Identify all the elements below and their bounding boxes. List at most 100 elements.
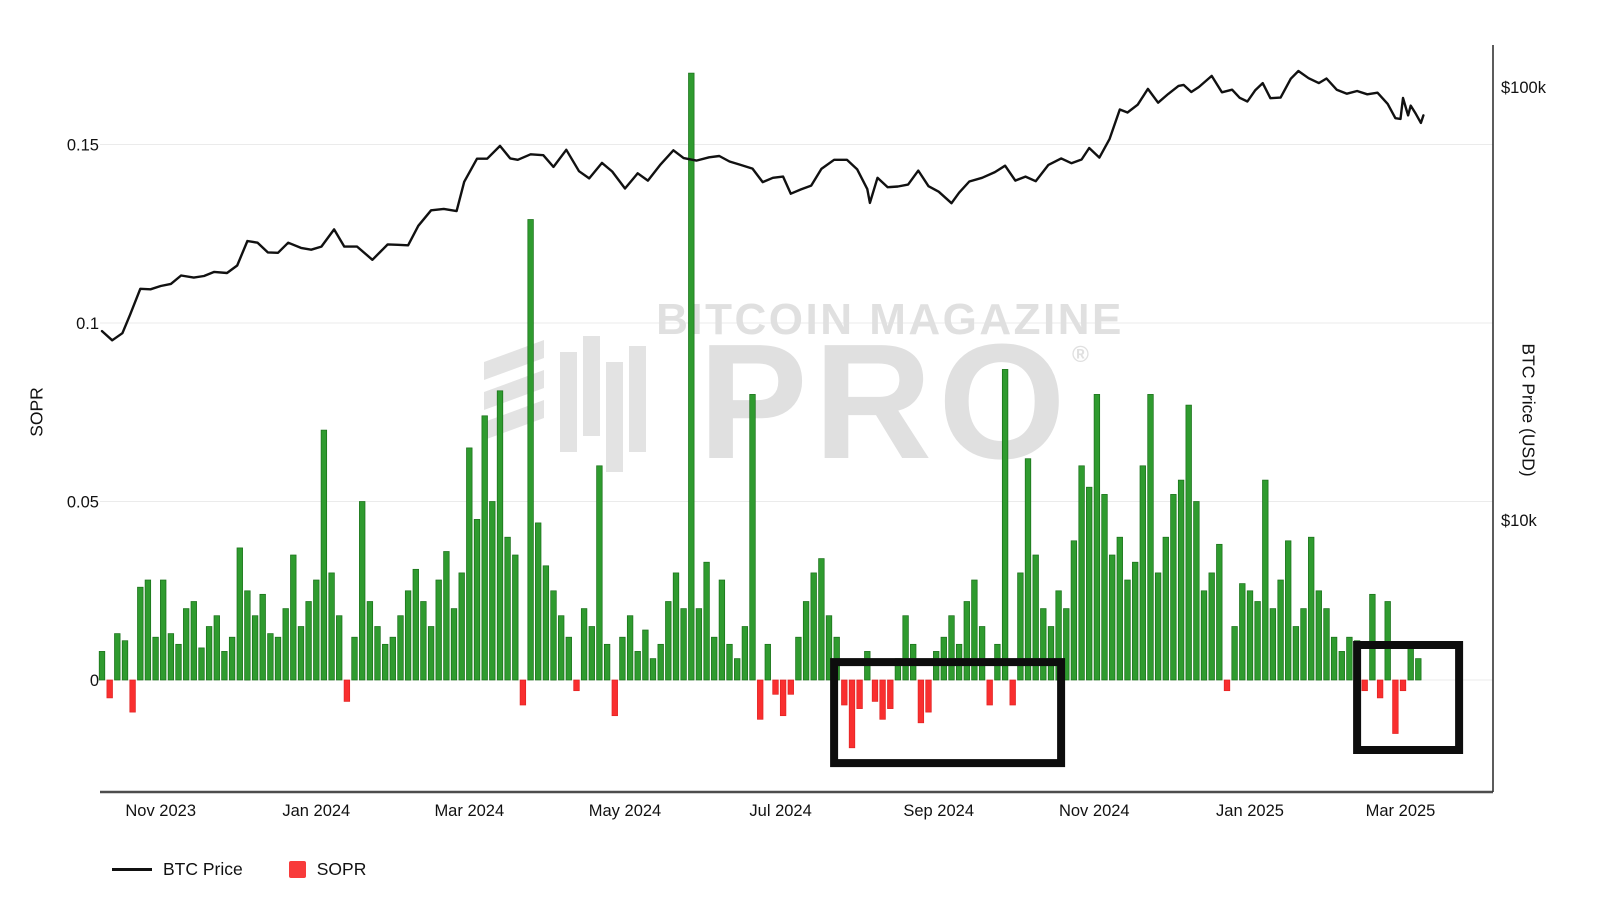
sopr-bar-positive — [397, 615, 404, 681]
x-tick-label: Mar 2024 — [434, 802, 504, 820]
sopr-bar-positive — [221, 651, 228, 681]
sopr-bar-positive — [818, 558, 825, 681]
sopr-bar-positive — [427, 626, 435, 681]
x-tick-label: Jul 2024 — [749, 802, 811, 820]
watermark: BITCOIN MAGAZINE PRO ® — [484, 295, 1124, 493]
sopr-bar-negative — [757, 679, 764, 720]
sopr-bar-positive — [1193, 501, 1200, 681]
sopr-bar-positive — [313, 579, 320, 681]
sopr-bar-positive — [802, 601, 810, 681]
sopr-bar-negative — [841, 679, 848, 706]
sopr-bar-positive — [718, 579, 726, 681]
sopr-bar-positive — [160, 579, 167, 681]
legend-item-sopr[interactable]: SOPR — [288, 859, 366, 880]
sopr-bar-negative — [1399, 679, 1407, 692]
sopr-bar-positive — [726, 643, 733, 681]
sopr-bar-positive — [175, 643, 182, 681]
sopr-bar-positive — [466, 447, 473, 681]
sopr-bar-positive — [236, 547, 243, 681]
sopr-bar-positive — [1017, 572, 1024, 681]
sopr-bar-negative — [848, 679, 856, 749]
sopr-bar-positive — [473, 519, 481, 681]
legend-item-btc-price[interactable]: BTC Price — [112, 859, 243, 880]
sopr-bar-positive — [297, 626, 305, 681]
sopr-bar-positive — [267, 633, 274, 681]
sopr-bar-positive — [672, 572, 680, 681]
right-axis-title: BTC Price (USD) — [1518, 343, 1539, 477]
sopr-bar-positive — [320, 429, 328, 681]
sopr-bar-positive — [795, 636, 802, 681]
sopr-bar-positive — [183, 608, 190, 681]
x-tick-label: Jan 2025 — [1216, 802, 1284, 820]
sopr-bar-positive — [359, 501, 366, 681]
sopr-bar-negative — [925, 679, 932, 713]
sopr-bar-positive — [1162, 536, 1169, 681]
sopr-bar-positive — [1086, 486, 1093, 681]
sopr-bar-positive — [1216, 543, 1223, 681]
sopr-bar-negative — [787, 679, 794, 695]
sopr-bar-positive — [626, 615, 634, 681]
sopr-bar-positive — [167, 633, 175, 681]
sopr-bar-positive — [978, 626, 986, 681]
sopr-bar-negative — [772, 679, 779, 695]
sopr-bar-positive — [1154, 572, 1162, 681]
sopr-bar-negative — [887, 679, 894, 709]
sopr-bar-positive — [688, 72, 695, 681]
sopr-bar-positive — [1147, 394, 1154, 681]
sopr-bar-positive — [1093, 394, 1101, 681]
sopr-bar-positive — [963, 601, 970, 681]
sopr-bar-positive — [1101, 494, 1108, 681]
watermark-brand-line: BITCOIN MAGAZINE — [656, 295, 1124, 344]
sopr-bar-positive — [550, 590, 557, 681]
tick-labels: 0 0.05 0.1 0.15 $10k $100k Nov 2023 Jan 2024 Mar… — [67, 79, 1547, 820]
btc-price-line — [100, 69, 1425, 342]
sopr-bar-positive — [1415, 658, 1422, 681]
sopr-bar-positive — [251, 615, 259, 681]
sopr-bar-positive — [527, 219, 534, 681]
sopr-bar-positive — [496, 390, 504, 681]
sopr-bar-positive — [1116, 536, 1123, 681]
sopr-bar-positive — [741, 626, 749, 681]
sopr-bar-positive — [634, 651, 641, 681]
annotation-rects — [830, 641, 1464, 768]
sopr-bar-positive — [504, 536, 511, 681]
sopr-bar-positive — [382, 643, 389, 681]
sopr-bar-positive — [137, 586, 144, 681]
sopr-bar-positive — [1369, 593, 1376, 681]
sopr-bar-positive — [290, 554, 297, 681]
sopr-bar-positive — [366, 601, 374, 681]
sopr-bar-positive — [1024, 458, 1032, 681]
sopr-bar-negative — [871, 679, 879, 702]
sopr-bar-negative — [519, 679, 527, 706]
y-left-tick-label: 0.15 — [67, 137, 99, 155]
sopr-bar-positive — [1239, 583, 1246, 681]
sopr-bar-positive — [649, 658, 657, 681]
sopr-bar-positive — [1208, 572, 1215, 681]
sopr-bar-positive — [114, 633, 121, 681]
sopr-bar-positive — [535, 522, 542, 681]
sopr-bar-positive — [1384, 601, 1391, 681]
sopr-bar-positive — [588, 626, 595, 681]
sopr-bar-positive — [1338, 651, 1345, 681]
sopr-bar-positive — [1132, 561, 1139, 681]
plot-area[interactable] — [100, 45, 1493, 792]
sopr-bar-positive — [825, 615, 833, 681]
sopr-bar-negative — [1009, 679, 1016, 706]
sopr-bar-positive — [1330, 636, 1338, 681]
sopr-bar-positive — [657, 643, 664, 681]
sopr-bar-positive — [328, 572, 335, 681]
sopr-bar-positive — [680, 608, 687, 681]
sopr-bar-positive — [1308, 536, 1315, 681]
y-right-tick-label: $10k — [1501, 512, 1538, 530]
x-tick-label: Nov 2023 — [125, 802, 196, 820]
y-right-tick-label: $100k — [1501, 79, 1547, 97]
sopr-bar-positive — [695, 608, 703, 681]
sopr-swatch — [288, 861, 306, 878]
sopr-bar-positive — [1001, 369, 1009, 681]
sopr-bar-positive — [512, 554, 519, 681]
x-tick-label: Mar 2025 — [1366, 802, 1436, 820]
sopr-bar-positive — [596, 465, 603, 681]
sopr-bar-positive — [580, 608, 588, 681]
sopr-bar-positive — [642, 629, 649, 681]
sopr-bar-positive — [703, 561, 710, 681]
